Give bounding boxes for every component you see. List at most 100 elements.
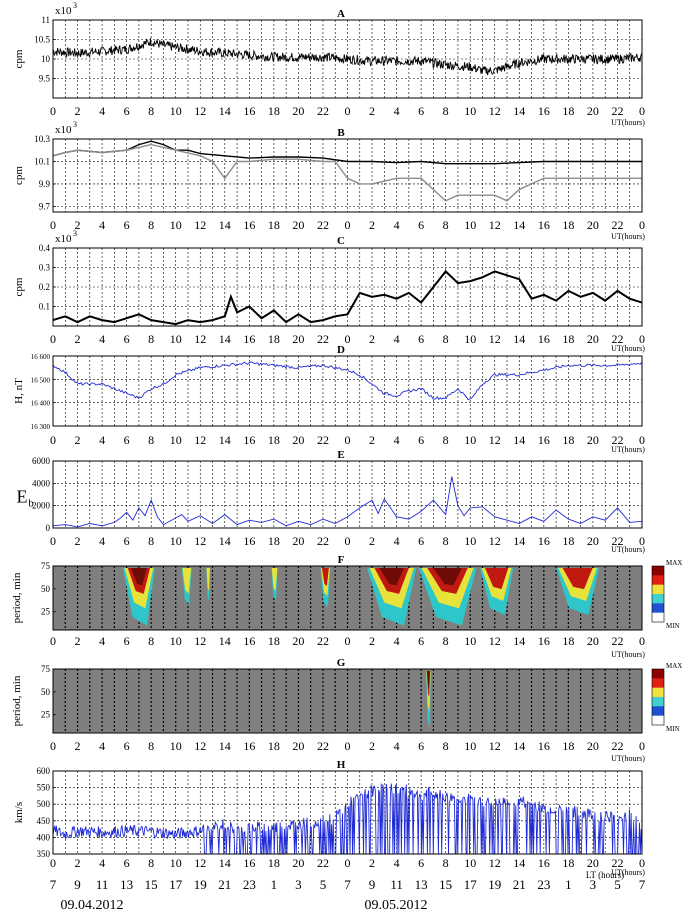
- x-axis-unit-label-ut: UT(hours): [611, 118, 645, 127]
- x-tick-label: 14: [513, 104, 525, 118]
- colorbar-max-label: MAX: [666, 559, 682, 567]
- x-tick-label: 10: [464, 218, 476, 232]
- x-axis-unit-label-lt: LT (hours): [586, 870, 624, 880]
- x-tick-label: 12: [489, 104, 501, 118]
- x-tick-label: 20: [292, 218, 304, 232]
- x-tick-label: 14: [219, 634, 231, 648]
- x-tick-label: 2: [369, 332, 375, 346]
- x-tick-label: 18: [562, 634, 574, 648]
- lt-tick-label: 5: [320, 877, 327, 892]
- y-axis-label-E: E: [17, 487, 28, 507]
- x-tick-label: 0: [639, 104, 645, 118]
- panel-title-G: G: [337, 657, 346, 669]
- panel-title-H: H: [337, 759, 346, 771]
- x-tick-label: 12: [489, 218, 501, 232]
- lt-tick-label: 3: [295, 877, 302, 892]
- lt-tick-label: 13: [120, 877, 133, 892]
- x-axis-unit-label-ut: UT(hours): [611, 650, 645, 659]
- heatmap-blob-mid: [271, 568, 278, 592]
- x-tick-label: 0: [345, 739, 351, 753]
- x-tick-label: 4: [394, 739, 400, 753]
- x-tick-label: 0: [50, 218, 56, 232]
- x-tick-label: 0: [50, 534, 56, 548]
- x-tick-label: 16: [538, 634, 550, 648]
- colorbar-frame: [651, 565, 665, 623]
- x-tick-label: 4: [99, 856, 105, 870]
- x-tick-label: 0: [345, 433, 351, 447]
- x-tick-label: 8: [148, 739, 154, 753]
- x-tick-label: 2: [75, 104, 81, 118]
- x-axis-unit-label-ut: UT(hours): [611, 344, 645, 353]
- heatmap-blob-core: [484, 568, 509, 590]
- x-tick-label: 14: [219, 534, 231, 548]
- x-tick-label: 18: [268, 856, 280, 870]
- x-tick-label: 0: [345, 104, 351, 118]
- x-tick-label: 18: [562, 739, 574, 753]
- lt-tick-label: 9: [74, 877, 81, 892]
- y-tick-label: 10.1: [34, 156, 50, 166]
- x-tick-label: 12: [489, 534, 501, 548]
- y-tick-label: 4000: [32, 478, 51, 488]
- x-tick-label: 22: [611, 104, 623, 118]
- heatmap-blob-mid: [206, 568, 210, 592]
- lt-tick-label: 11: [390, 877, 403, 892]
- x-tick-label: 4: [99, 433, 105, 447]
- x-tick-label: 10: [464, 534, 476, 548]
- y-tick-label: 0.3: [39, 263, 51, 273]
- heatmap-blob-peak: [433, 568, 462, 586]
- x-tick-label: 18: [268, 433, 280, 447]
- x-tick-label: 4: [394, 634, 400, 648]
- y-axis-label-A: cpm: [13, 49, 25, 68]
- x-tick-label: 10: [464, 634, 476, 648]
- y-tick-label: 450: [37, 816, 51, 826]
- y-tick-label: 25: [41, 607, 51, 617]
- lt-tick-label: 21: [218, 877, 231, 892]
- x-tick-label: 10: [170, 739, 182, 753]
- colorbar-max-label: MAX: [666, 662, 682, 670]
- x-tick-label: 10: [170, 218, 182, 232]
- x-tick-label: 8: [148, 218, 154, 232]
- x-tick-label: 18: [562, 856, 574, 870]
- x-tick-label: 0: [345, 218, 351, 232]
- x-axis-unit-label-ut: UT(hours): [611, 868, 645, 877]
- colorbar-min-label: MIN: [666, 622, 680, 630]
- x-tick-label: 0: [345, 332, 351, 346]
- x-tick-label: 10: [464, 739, 476, 753]
- x-tick-label: 8: [148, 104, 154, 118]
- x-tick-label: 14: [219, 856, 231, 870]
- plot-frame-G: [52, 668, 643, 734]
- heatmap-blob-core: [562, 568, 593, 590]
- x-axis-unit-label-ut: UT(hours): [611, 754, 645, 763]
- y-tick-label: 9.7: [39, 201, 51, 211]
- x-tick-label: 4: [99, 739, 105, 753]
- lt-tick-label: 5: [614, 877, 621, 892]
- y-tick-label: 16 600: [31, 353, 51, 361]
- x-tick-label: 2: [369, 433, 375, 447]
- lt-tick-label: 17: [464, 877, 478, 892]
- x-tick-label: 2: [75, 634, 81, 648]
- x-tick-label: 6: [124, 856, 130, 870]
- x-tick-label: 16: [243, 739, 255, 753]
- x-tick-label: 8: [443, 739, 449, 753]
- x-tick-label: 16: [538, 856, 550, 870]
- colorbar-segment: [652, 687, 664, 698]
- heatmap-blob-peak: [427, 671, 430, 689]
- x-tick-label: 6: [418, 104, 424, 118]
- y-tick-label: 10: [41, 54, 51, 64]
- x-tick-label: 22: [317, 739, 329, 753]
- x-tick-label: 20: [587, 104, 599, 118]
- x-tick-label: 8: [443, 433, 449, 447]
- x-tick-label: 8: [443, 104, 449, 118]
- lt-tick-label: 1: [271, 877, 278, 892]
- x-tick-label: 14: [513, 218, 525, 232]
- x-tick-label: 4: [99, 534, 105, 548]
- x-tick-label: 22: [611, 433, 623, 447]
- colorbar-segment: [652, 566, 664, 576]
- x-tick-label: 0: [50, 332, 56, 346]
- y-axis-exponent: x10: [55, 5, 72, 17]
- x-tick-label: 20: [292, 856, 304, 870]
- x-tick-label: 2: [369, 634, 375, 648]
- x-tick-label: 0: [50, 634, 56, 648]
- x-tick-label: 0: [50, 433, 56, 447]
